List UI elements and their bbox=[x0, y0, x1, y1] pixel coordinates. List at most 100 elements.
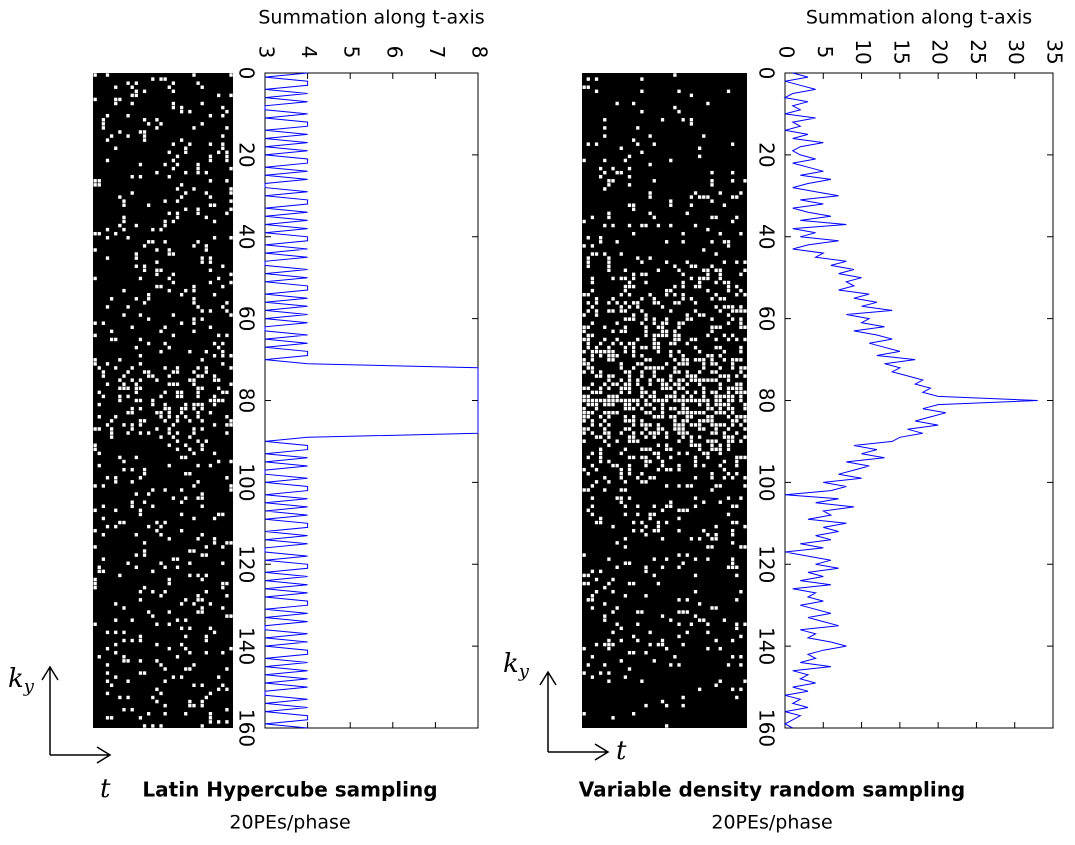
mask-sample bbox=[225, 476, 229, 480]
mask-row bbox=[632, 272, 743, 277]
mask-sample bbox=[640, 390, 644, 395]
mask-sample bbox=[706, 557, 710, 561]
mask-row bbox=[644, 703, 685, 708]
mask-sample bbox=[677, 349, 681, 354]
mask-sample bbox=[142, 138, 147, 142]
mask-sample bbox=[171, 272, 176, 277]
mask-sample bbox=[93, 183, 97, 187]
mask-sample bbox=[163, 406, 167, 411]
mask-sample bbox=[126, 394, 130, 399]
mask-sample bbox=[179, 406, 184, 411]
mask-sample bbox=[138, 423, 143, 427]
mask-row bbox=[151, 77, 167, 81]
axis-title: Summation along t-axis bbox=[258, 7, 484, 29]
mask-sample bbox=[681, 292, 685, 297]
mask-sample bbox=[681, 703, 685, 708]
mask-sample bbox=[603, 337, 607, 342]
mask-row bbox=[586, 598, 739, 602]
mask-sample bbox=[710, 199, 714, 203]
mask-sample bbox=[105, 113, 110, 118]
mask-sample bbox=[594, 589, 599, 594]
mask-sample bbox=[714, 683, 718, 688]
mask-sample bbox=[594, 297, 599, 301]
mask-sample bbox=[681, 240, 685, 244]
mask-sample bbox=[590, 280, 595, 285]
mask-sample bbox=[163, 565, 167, 570]
mask-sample bbox=[105, 476, 110, 480]
mask-sample bbox=[105, 305, 110, 309]
mask-sample bbox=[114, 642, 118, 647]
mask-sample bbox=[93, 179, 97, 183]
mask-sample bbox=[615, 439, 619, 443]
mask-sample bbox=[681, 280, 685, 285]
mask-row bbox=[167, 150, 229, 155]
mask-sample bbox=[594, 374, 599, 378]
mask-sample bbox=[731, 142, 735, 146]
mask-sample bbox=[217, 345, 221, 350]
mask-sample bbox=[627, 435, 632, 439]
mask-sample bbox=[665, 447, 669, 452]
mask-sample bbox=[718, 366, 722, 370]
mask-sample bbox=[714, 410, 718, 415]
mask-sample bbox=[163, 419, 167, 423]
mask-sample bbox=[208, 179, 213, 183]
mask-row bbox=[582, 467, 727, 472]
mask-sample bbox=[134, 386, 138, 391]
mask-row bbox=[607, 378, 731, 382]
mask-sample bbox=[652, 341, 656, 346]
mask-row bbox=[590, 512, 731, 517]
mask-sample bbox=[607, 345, 611, 350]
mask-sample bbox=[739, 634, 743, 639]
mask-row bbox=[93, 183, 184, 187]
mask-sample bbox=[126, 410, 130, 415]
mask-sample bbox=[200, 402, 204, 407]
mask-sample bbox=[652, 370, 656, 374]
mask-sample bbox=[665, 646, 669, 651]
mask-row bbox=[101, 533, 204, 537]
mask-sample bbox=[673, 284, 677, 289]
mask-sample bbox=[739, 345, 743, 350]
mask-row bbox=[138, 162, 200, 167]
mask-sample bbox=[681, 695, 685, 700]
mask-sample bbox=[97, 402, 101, 407]
mask-sample bbox=[167, 577, 171, 582]
mask-sample bbox=[163, 488, 167, 492]
mask-sample bbox=[648, 358, 652, 362]
mask-sample bbox=[188, 109, 192, 114]
mask-sample bbox=[105, 138, 110, 142]
mask-sample bbox=[607, 642, 611, 647]
mask-sample bbox=[196, 410, 200, 415]
mask-sample bbox=[138, 659, 143, 663]
mask-sample bbox=[656, 431, 661, 435]
mask-sample bbox=[615, 301, 619, 305]
mask-sample bbox=[669, 504, 673, 509]
mask-sample bbox=[147, 317, 151, 321]
mask-sample bbox=[685, 419, 689, 423]
mask-sample bbox=[710, 471, 714, 476]
mask-sample bbox=[196, 240, 200, 244]
mask-sample bbox=[590, 333, 595, 338]
mask-sample bbox=[652, 297, 656, 301]
mask-sample bbox=[192, 382, 196, 386]
mask-row bbox=[159, 349, 225, 354]
mask-sample bbox=[138, 716, 143, 720]
mask-sample bbox=[142, 553, 147, 557]
mask-row bbox=[590, 321, 743, 325]
mask-sample bbox=[623, 561, 628, 565]
mask-sample bbox=[693, 374, 698, 378]
mask-sample bbox=[184, 618, 188, 622]
mask-sample bbox=[225, 423, 229, 427]
mask-sample bbox=[714, 370, 718, 374]
mask-sample bbox=[93, 321, 97, 325]
mask-row bbox=[93, 508, 143, 513]
mask-sample bbox=[611, 716, 615, 720]
mask-sample bbox=[722, 402, 727, 407]
mask-sample bbox=[114, 337, 118, 342]
mask-sample bbox=[142, 130, 147, 134]
mask-sample bbox=[623, 386, 628, 391]
mask-sample bbox=[726, 435, 731, 439]
mask-sample bbox=[706, 545, 710, 549]
mask-row bbox=[586, 264, 714, 268]
mask-sample bbox=[188, 561, 192, 565]
mask-sample bbox=[175, 382, 180, 386]
